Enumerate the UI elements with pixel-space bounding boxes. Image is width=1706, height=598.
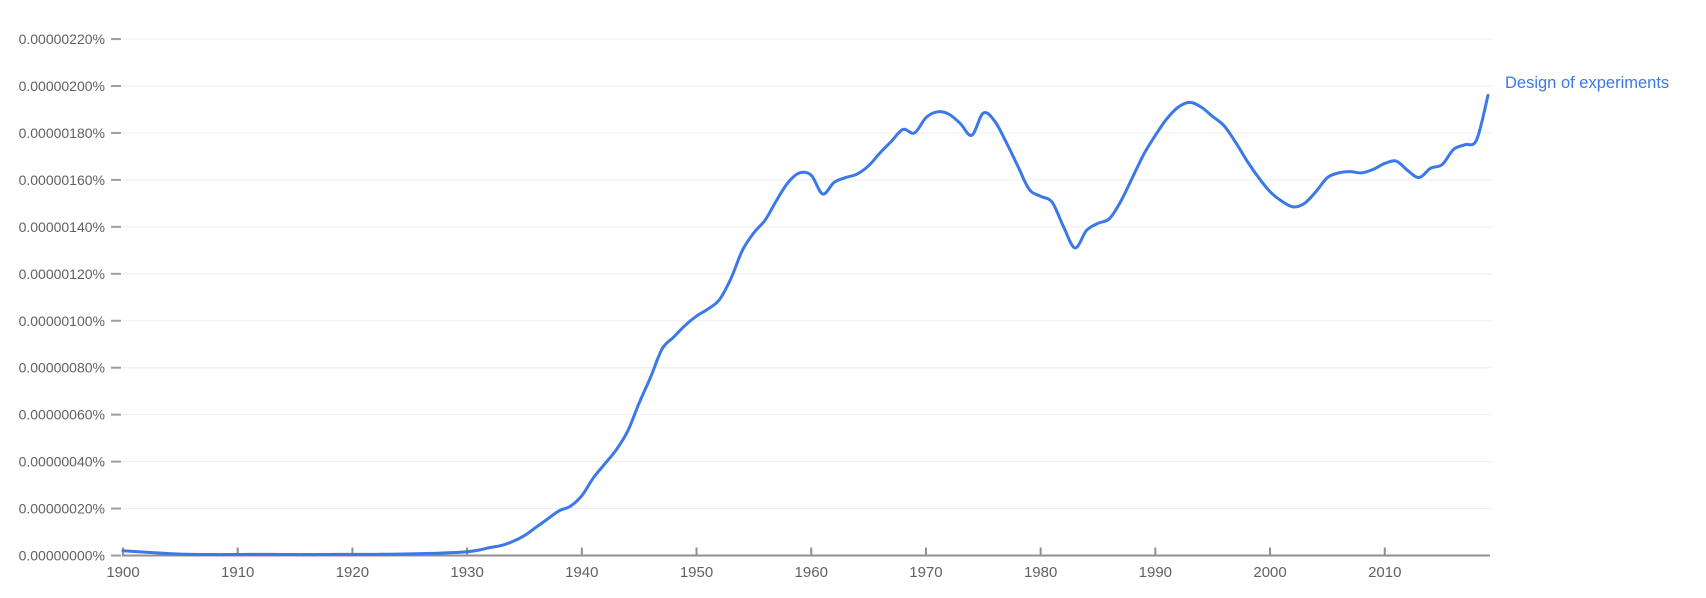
x-tick-label: 1980 [1024,564,1057,581]
x-tick-label: 2010 [1368,564,1401,581]
y-tick-label: 0.00000120% [19,266,105,282]
x-tick-label: 1900 [106,564,139,581]
y-tick-label: 0.00000020% [19,501,105,517]
y-tick-label: 0.00000040% [19,454,105,470]
x-tick-label: 1920 [336,564,369,581]
x-tick-label: 1960 [795,564,828,581]
x-tick-label: 1970 [909,564,942,581]
x-tick-label: 1910 [221,564,254,581]
y-tick-label: 0.00000060% [19,407,105,423]
y-tick-label: 0.00000200% [19,78,105,94]
y-tick-label: 0.00000000% [19,548,105,564]
x-tick-label: 1930 [450,564,483,581]
y-tick-label: 0.00000160% [19,172,105,188]
x-tick-label: 1940 [565,564,598,581]
y-tick-label: 0.00000180% [19,125,105,141]
series-line-design-of-experiments[interactable] [121,93,1490,557]
y-tick-label: 0.00000100% [19,313,105,329]
x-tick-label: 1990 [1139,564,1172,581]
x-tick-label: 1950 [680,564,713,581]
x-tick-label: 2000 [1253,564,1286,581]
y-tick-label: 0.00000080% [19,360,105,376]
series-label[interactable]: Design of experiments [1505,74,1670,92]
y-tick-label: 0.00000140% [19,219,105,235]
y-tick-label: 0.00000220% [19,31,105,47]
